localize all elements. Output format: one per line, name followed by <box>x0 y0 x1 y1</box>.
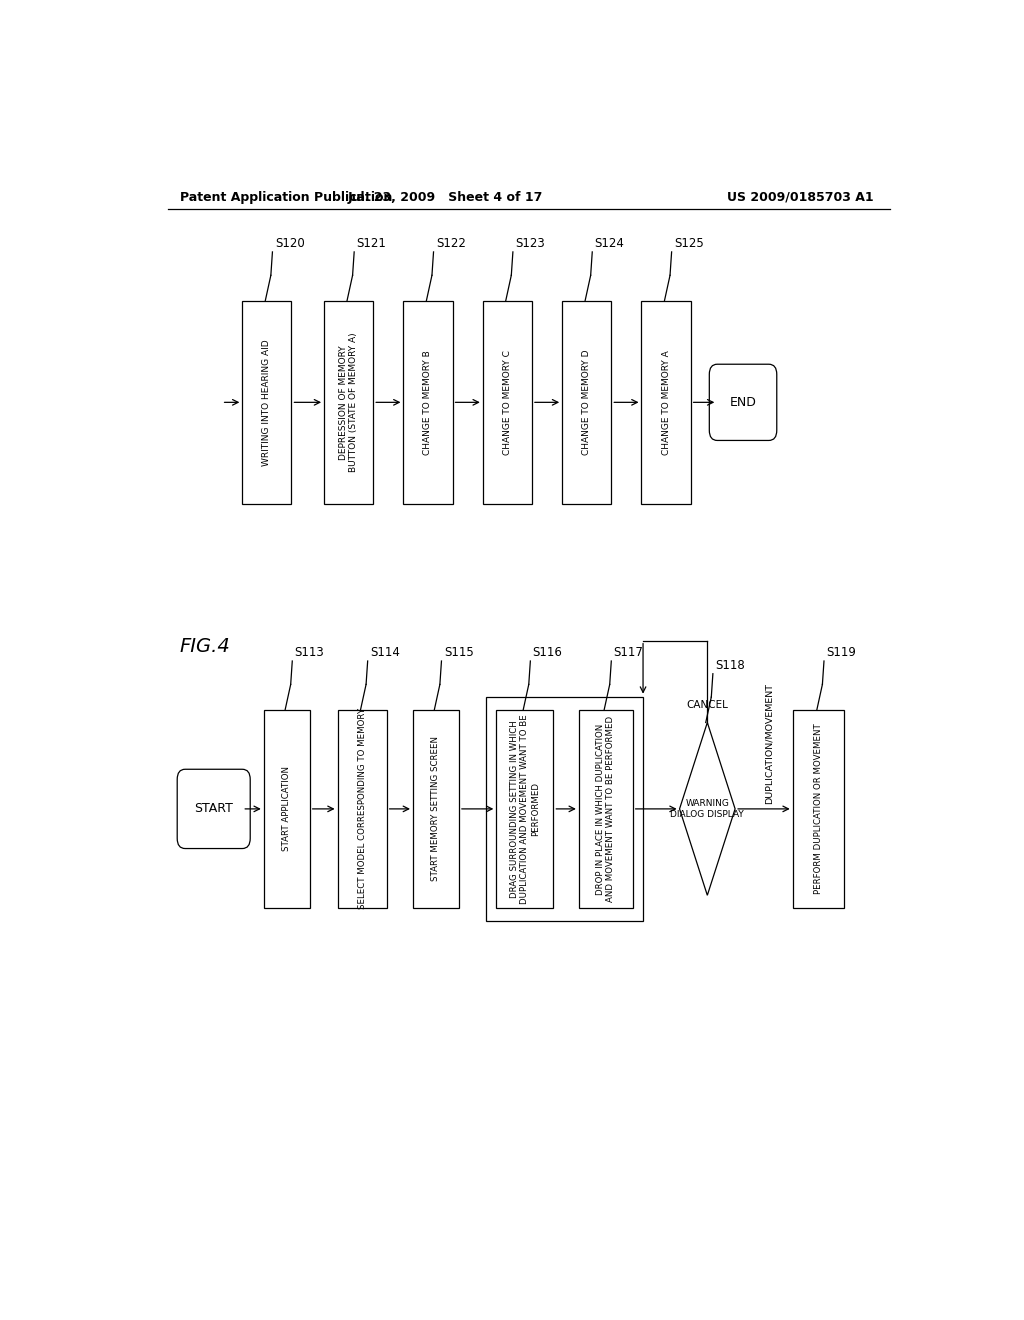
Text: S120: S120 <box>274 236 304 249</box>
Text: DUPLICATION/MOVEMENT: DUPLICATION/MOVEMENT <box>765 682 774 804</box>
Text: S119: S119 <box>826 645 856 659</box>
Text: S114: S114 <box>370 645 400 659</box>
Text: DROP IN PLACE IN WHICH DUPLICATION
AND MOVEMENT WANT TO BE PERFORMED: DROP IN PLACE IN WHICH DUPLICATION AND M… <box>596 715 615 902</box>
Text: S121: S121 <box>356 236 386 249</box>
Text: S118: S118 <box>715 659 745 672</box>
Text: S124: S124 <box>595 236 625 249</box>
Text: START MEMORY SETTING SCREEN: START MEMORY SETTING SCREEN <box>431 737 440 882</box>
Bar <box>486 697 643 921</box>
Bar <box>324 301 373 504</box>
Text: CANCEL: CANCEL <box>686 701 728 710</box>
Text: WRITING INTO HEARING AID: WRITING INTO HEARING AID <box>262 339 271 466</box>
Bar <box>641 301 690 504</box>
FancyBboxPatch shape <box>710 364 777 441</box>
Bar <box>562 301 611 504</box>
Bar <box>482 301 531 504</box>
Text: START: START <box>195 803 233 816</box>
Text: END: END <box>730 396 757 409</box>
Text: S117: S117 <box>613 645 643 659</box>
Bar <box>793 710 844 908</box>
Bar <box>243 301 292 504</box>
Text: US 2009/0185703 A1: US 2009/0185703 A1 <box>727 190 873 203</box>
Text: S122: S122 <box>436 236 466 249</box>
Bar <box>403 301 453 504</box>
Text: DRAG SURROUNDING SETTING IN WHICH
DUPLICATION AND MOVEMENT WANT TO BE
PERFORMED: DRAG SURROUNDING SETTING IN WHICH DUPLIC… <box>510 714 540 904</box>
Text: WARNING
DIALOG DISPLAY: WARNING DIALOG DISPLAY <box>671 799 744 818</box>
Polygon shape <box>680 722 735 895</box>
Text: CHANGE TO MEMORY C: CHANGE TO MEMORY C <box>503 350 512 455</box>
Text: S113: S113 <box>295 645 325 659</box>
Text: Jul. 23, 2009   Sheet 4 of 17: Jul. 23, 2009 Sheet 4 of 17 <box>348 190 543 203</box>
Bar <box>497 710 553 908</box>
Text: S116: S116 <box>532 645 562 659</box>
Text: CHANGE TO MEMORY D: CHANGE TO MEMORY D <box>583 350 591 455</box>
Text: Patent Application Publication: Patent Application Publication <box>179 190 392 203</box>
Text: SELECT MODEL CORRESPONDING TO MEMORY: SELECT MODEL CORRESPONDING TO MEMORY <box>357 709 367 909</box>
Text: DEPRESSION OF MEMORY
BUTTON (STATE OF MEMORY A): DEPRESSION OF MEMORY BUTTON (STATE OF ME… <box>339 333 358 473</box>
Bar <box>413 710 459 908</box>
Bar <box>264 710 309 908</box>
Text: S115: S115 <box>443 645 474 659</box>
Text: CHANGE TO MEMORY B: CHANGE TO MEMORY B <box>424 350 432 454</box>
Text: S123: S123 <box>515 236 545 249</box>
Text: CHANGE TO MEMORY A: CHANGE TO MEMORY A <box>662 350 671 454</box>
Text: S125: S125 <box>674 236 703 249</box>
Text: FIG.4: FIG.4 <box>179 636 230 656</box>
FancyBboxPatch shape <box>177 770 250 849</box>
Text: START APPLICATION: START APPLICATION <box>283 767 291 851</box>
Bar <box>338 710 387 908</box>
Bar <box>579 710 633 908</box>
Text: PERFORM DUPLICATION OR MOVEMENT: PERFORM DUPLICATION OR MOVEMENT <box>814 723 823 894</box>
